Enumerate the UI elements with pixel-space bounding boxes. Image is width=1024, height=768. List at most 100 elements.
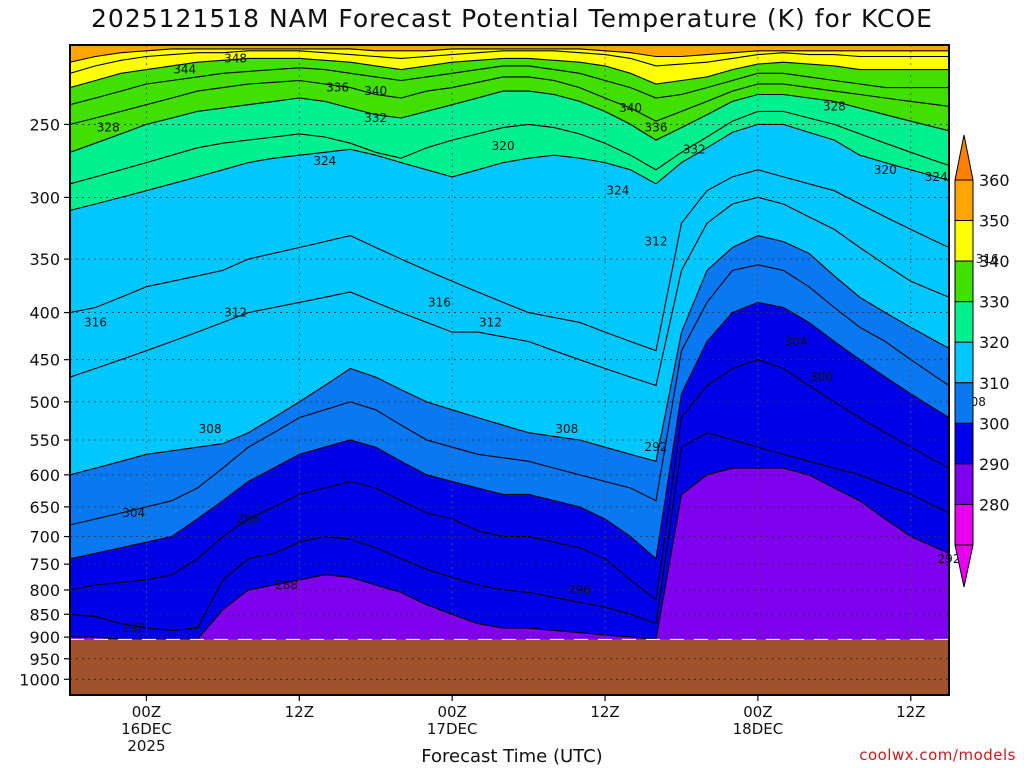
y-tick-label-950: 950 — [29, 650, 60, 669]
colorbar-label-300: 300 — [979, 414, 1010, 433]
colorbar-label-360: 360 — [979, 171, 1010, 190]
isentrope-292 — [70, 432, 949, 631]
contour-label-336-1: 336 — [645, 121, 668, 135]
plot-frame — [69, 44, 950, 696]
contour-label-308-1: 308 — [555, 422, 578, 436]
y-tick-label-800: 800 — [29, 581, 60, 600]
isentrope-328 — [70, 90, 949, 153]
colorbar-bin-320 — [954, 301, 974, 343]
isentrope-296 — [70, 359, 949, 601]
contour-label-328-1: 328 — [823, 99, 846, 113]
contour-label-312-0: 312 — [224, 306, 247, 320]
colorbar-bin-310 — [954, 341, 974, 384]
x-tick-label-0-1: 16DEC — [121, 720, 172, 738]
isentrope-312 — [70, 196, 949, 387]
isentrope-332 — [70, 76, 949, 125]
contour-label-316-2: 316 — [976, 252, 999, 266]
colorbar-label-320: 320 — [979, 333, 1010, 352]
contour-label-316-0: 316 — [84, 315, 107, 329]
contour-label-348-0: 348 — [224, 51, 247, 65]
colorbar-label-310: 310 — [979, 374, 1010, 393]
isentrope-344 — [70, 50, 949, 74]
x-tick-label-48-0: 00Z — [743, 703, 772, 721]
credit-text: coolwx.com/models — [859, 746, 1016, 764]
y-tick-label-350: 350 — [29, 250, 60, 269]
isentrope-320 — [70, 123, 949, 212]
contour-label-292-0: 292 — [122, 621, 145, 635]
isentrope-308 — [70, 235, 949, 476]
y-tick-label-300: 300 — [29, 188, 60, 207]
isentrope-304 — [70, 264, 949, 526]
colorbar-bin-340 — [954, 220, 974, 262]
contour-label-296-1: 296 — [568, 583, 591, 597]
x-tick-label-60-0: 12Z — [896, 703, 925, 721]
contour-label-324-0: 324 — [313, 154, 336, 168]
x-tick-label-0-0: 00Z — [132, 703, 161, 721]
colorbar-label-280: 280 — [979, 495, 1010, 514]
x-tick-label-24-1: 17DEC — [427, 720, 478, 738]
y-tick-label-450: 450 — [29, 351, 60, 370]
colorbar-bin-290 — [954, 422, 974, 465]
colorbar-label-290: 290 — [979, 455, 1010, 474]
colorbar-bin-280 — [954, 463, 974, 505]
contour-label-292-1: 292 — [645, 440, 668, 454]
contour-label-340-0: 340 — [364, 84, 387, 98]
colorbar: 360 350 340 330 320 310 300 290 280 — [954, 134, 1010, 588]
contour-label-296-0: 296 — [237, 512, 260, 526]
y-tick-label-600: 600 — [29, 466, 60, 485]
colorbar-bin-300 — [954, 382, 974, 424]
contour-label-304-1: 304 — [785, 334, 808, 348]
x-tick-label-24-0: 00Z — [437, 703, 466, 721]
isentrope-300 — [70, 301, 949, 560]
isentrope-316 — [70, 169, 949, 352]
x-tick-label-48-1: 18DEC — [733, 720, 784, 738]
y-tick-label-400: 400 — [29, 304, 60, 323]
contour-label-340-1: 340 — [619, 101, 642, 115]
contour-label-328-0: 328 — [97, 121, 120, 135]
contour-label-332-0: 332 — [364, 111, 387, 125]
ground-fill — [70, 639, 949, 695]
isentrope-348 — [70, 48, 949, 63]
contour-label-344-0: 344 — [173, 63, 196, 77]
contour-label-332-1: 332 — [683, 142, 706, 156]
contour-label-320-0: 320 — [492, 139, 515, 153]
contour-label-316-1: 316 — [428, 295, 451, 309]
y-tick-label-850: 850 — [29, 605, 60, 624]
isentrope-336 — [70, 65, 949, 106]
colorbar-bin-350 — [954, 179, 974, 222]
theta-fill-288 — [70, 468, 949, 695]
colorbar-label-350: 350 — [979, 212, 1010, 231]
colorbar-bin-330 — [954, 260, 974, 303]
y-tick-label-1000: 1000 — [19, 670, 60, 689]
x-axis-label: Forecast Time (UTC) — [421, 746, 603, 767]
colorbar-label-330: 330 — [979, 293, 1010, 312]
ground-layer — [70, 638, 949, 695]
contour-label-312-1: 312 — [479, 315, 502, 329]
isentrope-288 — [70, 467, 949, 640]
contour-label-308-0: 308 — [199, 422, 222, 436]
y-tick-label-500: 500 — [29, 393, 60, 412]
y-tick-label-700: 700 — [29, 528, 60, 547]
contour-label-300-0: 300 — [810, 370, 833, 384]
x-tick-label-0-2: 2025 — [127, 737, 165, 755]
y-tick-label-650: 650 — [29, 498, 60, 517]
y-tick-label-900: 900 — [29, 628, 60, 647]
contour-label-288-0: 288 — [275, 578, 298, 592]
contour-label-324-2: 324 — [925, 170, 948, 184]
isentrope-340 — [70, 57, 949, 89]
isentrope-layer — [70, 48, 949, 640]
colorbar-under-arrow — [954, 544, 974, 588]
contour-label-336-0: 336 — [326, 81, 349, 95]
colorbar-over-arrow — [954, 134, 974, 181]
contour-label-304-0: 304 — [122, 506, 145, 520]
y-tick-label-750: 750 — [29, 555, 60, 574]
colorbar-label-340: 340 — [979, 252, 1010, 271]
theta-fill-layer — [70, 45, 949, 695]
contour-label-324-1: 324 — [606, 184, 629, 198]
x-tick-label-36-0: 12Z — [590, 703, 619, 721]
x-tick-label-12-0: 12Z — [285, 703, 314, 721]
y-tick-label-250: 250 — [29, 115, 60, 134]
isentrope-324 — [70, 110, 949, 185]
